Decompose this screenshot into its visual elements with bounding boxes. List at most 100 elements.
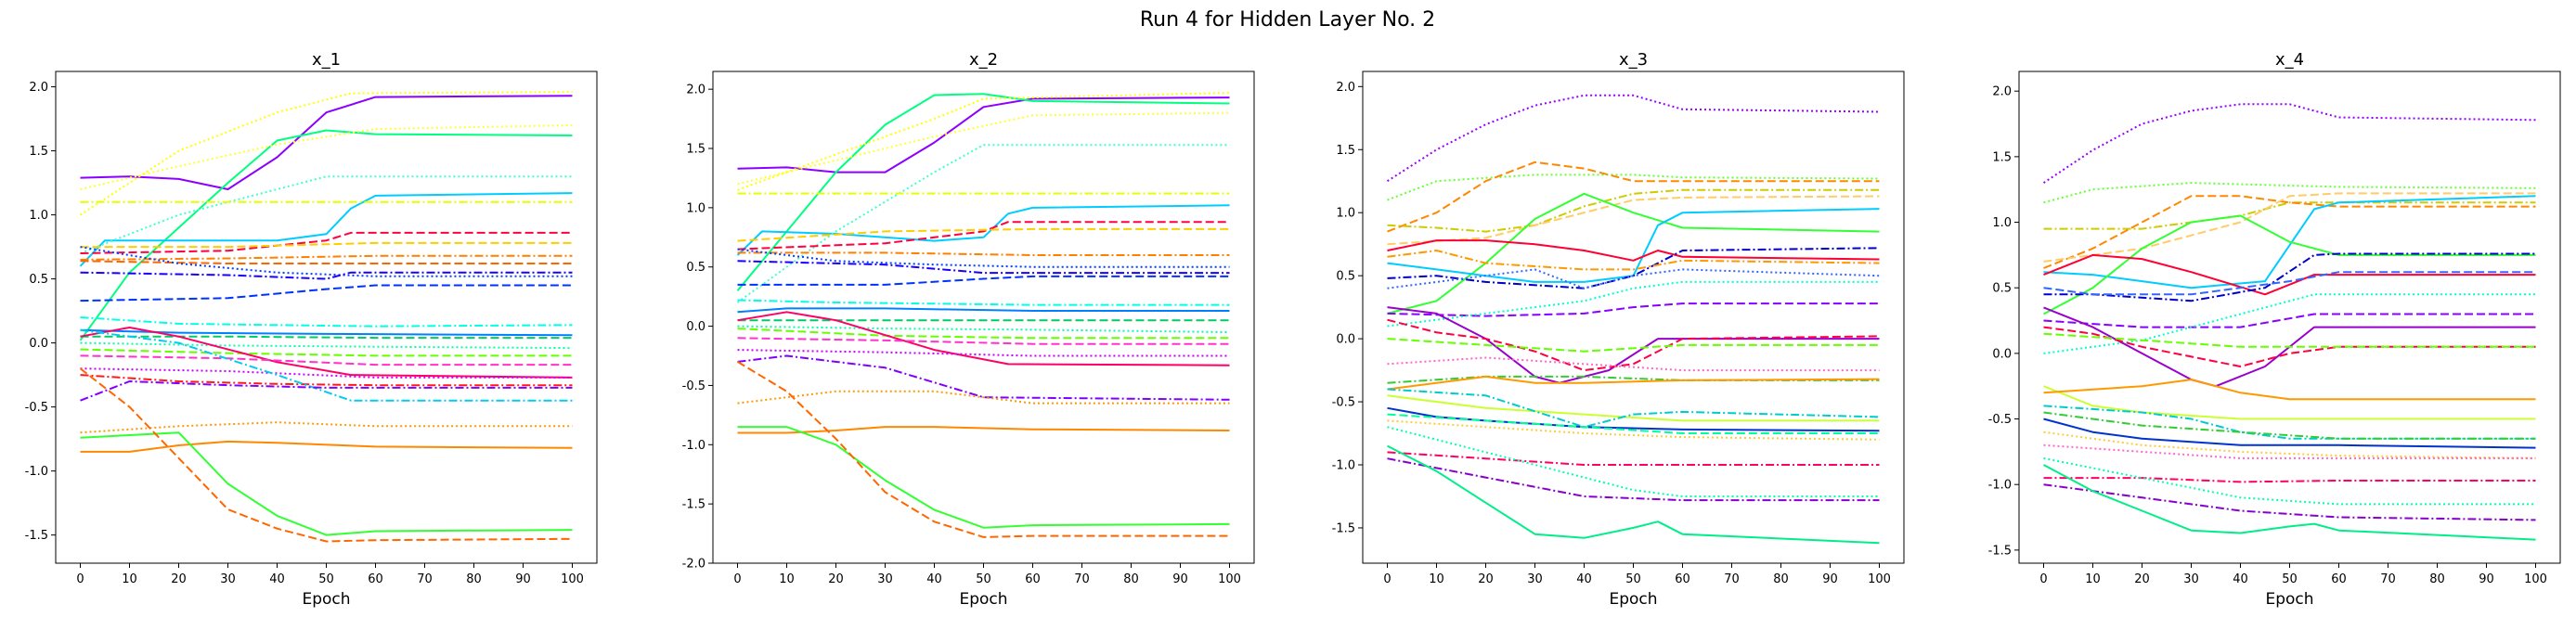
x-tick-label: 100 (561, 572, 584, 586)
series-line-24 (2043, 456, 2536, 506)
y-tick-label: -1.0 (25, 465, 48, 479)
x-tick-label: 20 (828, 572, 844, 586)
series-line-16 (1387, 338, 1880, 353)
series-line-10 (2043, 271, 2536, 296)
y-tick-label: 0.0 (686, 320, 705, 334)
x-tick-label: 30 (2183, 572, 2199, 586)
series-line-15 (1387, 318, 1880, 372)
y-tick-label: 0.5 (686, 261, 705, 275)
series-line-25 (737, 426, 1230, 529)
y-tick-label: -0.5 (682, 379, 705, 393)
x-tick-label: 90 (2479, 572, 2494, 586)
series-line-4 (1387, 188, 1880, 233)
x-tick-label: 100 (1218, 572, 1241, 586)
x-tick-label: 100 (2524, 572, 2547, 586)
x-tick-label: 10 (1429, 572, 1444, 586)
y-tick-label: 1.0 (1992, 216, 2012, 230)
series-line-11 (80, 260, 573, 264)
y-tick-label: 0.0 (1336, 333, 1355, 347)
y-tick-label: 0.0 (29, 337, 48, 351)
x-tick-label: 0 (2039, 572, 2047, 586)
series-line-14 (80, 284, 573, 302)
x-tick-label: 0 (733, 572, 741, 586)
y-tick-label: 1.0 (29, 209, 48, 223)
x-tick-label: 60 (368, 572, 383, 586)
x-tick-label: 60 (1675, 572, 1690, 586)
series-line-15 (737, 307, 1230, 314)
series-line-17 (1387, 356, 1880, 372)
series-line-19 (737, 311, 1230, 366)
series-line-16 (2043, 385, 2536, 420)
series-line-5 (737, 111, 1230, 186)
series-line-14 (737, 299, 1230, 306)
series-group (79, 91, 573, 543)
series-group (1386, 94, 1880, 545)
y-tick-label: 2.0 (29, 81, 48, 95)
y-tick-label: 2.0 (1336, 81, 1355, 95)
series-line-17 (80, 335, 573, 340)
subplot-title: x_2 (969, 50, 998, 70)
series-line-5 (1387, 195, 1880, 246)
y-tick-label: -1.5 (25, 529, 48, 543)
series-line-23 (2043, 477, 2536, 483)
y-tick-label: -1.5 (1332, 521, 1355, 535)
x-tick-label: 80 (466, 572, 482, 586)
x-axis-label: Epoch (1609, 590, 1657, 609)
y-tick-label: 1.5 (1336, 144, 1355, 158)
x-tick-label: 70 (1074, 572, 1090, 586)
series-line-1 (80, 95, 573, 190)
y-tick-label: -0.5 (25, 401, 48, 415)
y-tick-label: 1.5 (29, 145, 48, 159)
series-line-11 (1387, 250, 1880, 271)
x-tick-label: 70 (2380, 572, 2396, 586)
series-line-21 (1387, 388, 1880, 429)
series-line-24 (1387, 419, 1880, 441)
series-line-23 (80, 374, 573, 387)
x-tick-label: 80 (1773, 572, 1789, 586)
series-line-28 (1387, 444, 1880, 545)
y-tick-label: -1.0 (682, 439, 705, 453)
x-tick-label: 50 (318, 572, 334, 586)
series-line-12 (80, 246, 573, 277)
x-tick-label: 40 (269, 572, 285, 586)
x-axis-label: Epoch (959, 590, 1007, 609)
series-line-15 (80, 316, 573, 328)
y-tick-label: -0.5 (1988, 413, 2012, 427)
series-line-19 (1387, 375, 1880, 391)
x-tick-label: 20 (1478, 572, 1494, 586)
y-tick-label: 0.5 (29, 273, 48, 287)
series-line-14 (2043, 326, 2536, 367)
series-line-8 (80, 231, 573, 254)
subplot-title: x_3 (1619, 50, 1648, 70)
x-tick-label: 50 (2282, 572, 2298, 586)
x-tick-label: 10 (122, 572, 137, 586)
series-line-1 (1386, 94, 1880, 183)
series-line-4 (2043, 195, 2536, 269)
series-line-26 (80, 421, 573, 434)
y-tick-label: 1.5 (1992, 150, 2012, 164)
series-line-20 (80, 327, 573, 379)
y-tick-label: 0.5 (1336, 270, 1355, 284)
x-tick-label: 70 (417, 572, 433, 586)
series-line-1 (737, 96, 1230, 174)
series-line-21 (80, 354, 573, 366)
series-line-14 (1387, 306, 1880, 384)
series-line-24 (737, 426, 1230, 434)
series-line-8 (737, 221, 1230, 251)
series-line-9 (80, 241, 573, 249)
series-line-11 (2043, 313, 2536, 328)
x-tick-label: 20 (171, 572, 187, 586)
series-line-17 (2043, 379, 2536, 401)
subplot-x_1: 0 10 20 30 40 50 60 70 80 90 100 -1.5 -1.0 -0.5 0.0 0.5… (25, 50, 598, 609)
series-line-23 (737, 390, 1230, 405)
x-tick-label: 0 (76, 572, 84, 586)
y-tick-label: -1.0 (1988, 479, 2012, 493)
series-line-13 (1387, 280, 1880, 328)
series-line-23 (1387, 413, 1880, 434)
subplot-title: x_4 (2275, 50, 2304, 70)
series-line-22 (737, 354, 1230, 401)
y-tick-label: -1.0 (1332, 459, 1355, 473)
series-line-12 (2043, 293, 2536, 354)
series-line-5 (79, 91, 573, 216)
